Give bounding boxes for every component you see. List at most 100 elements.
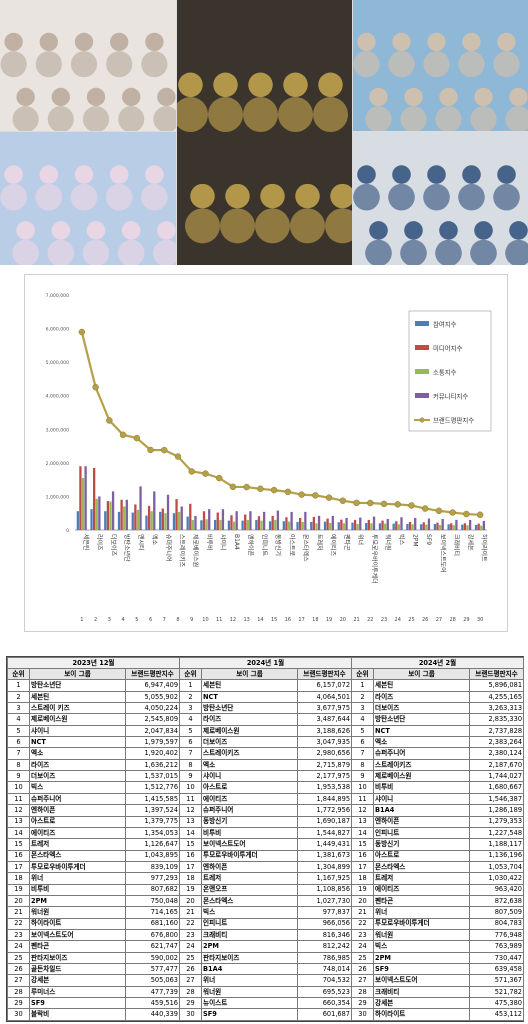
- table-row: 6 엑소 2,383,264: [351, 736, 525, 749]
- person-figure: [190, 183, 215, 209]
- table-period: 2024년 2월: [350, 656, 525, 670]
- rank-cell: 28: [179, 985, 202, 999]
- table-row: 24 2PM 812,242: [179, 940, 353, 953]
- ranking-table: 2024년 1월 순위 보이 그룹 브랜드평판지수 1 세븐틴 6,157,072 2 NCT 4…: [178, 656, 353, 1021]
- group-label: 스트레이키즈: [178, 534, 186, 568]
- bar-커뮤니티지수: [98, 496, 101, 530]
- person-figure: [369, 87, 388, 107]
- bar-커뮤니티지수: [455, 519, 458, 530]
- bar-참여지수: [255, 519, 258, 530]
- group-name-cell: 펜타곤: [29, 940, 126, 953]
- bar-미디어지수: [395, 521, 398, 530]
- rank-cell: 26: [351, 962, 374, 976]
- group-name-cell: 골든차일드: [29, 962, 126, 976]
- score-cell: 2,187,670: [468, 758, 525, 772]
- bar-미디어지수: [312, 516, 316, 530]
- group-name-cell: 엔하이픈: [373, 815, 470, 828]
- bar-참여지수: [172, 513, 176, 530]
- group-name-cell: 방탄소년단: [29, 679, 126, 692]
- x-tick-label: 12: [230, 617, 236, 623]
- table-row: 30 블락비 440,339: [7, 1008, 181, 1021]
- person-figure: [157, 87, 176, 107]
- bar-소통지수: [397, 524, 401, 530]
- bar-커뮤니티지수: [235, 511, 238, 530]
- table-row: 11 샤이니 1,546,387: [351, 792, 525, 806]
- bar-미디어지수: [134, 504, 137, 530]
- person-figure: [118, 106, 145, 131]
- group-label: 인피니트: [260, 534, 268, 557]
- score-cell: 812,242: [296, 940, 353, 953]
- x-tick-label: 8: [176, 617, 179, 623]
- bar-참여지수: [474, 524, 478, 530]
- person-figure: [365, 239, 392, 265]
- person-figure: [493, 183, 520, 211]
- group-name-cell: 크래비티: [201, 928, 298, 942]
- table-row: 17 투모로우바이투게더 839,109: [7, 860, 181, 874]
- rank-cell: 24: [351, 940, 374, 953]
- score-cell: 639,458: [468, 962, 525, 976]
- bar-참여지수: [131, 512, 134, 530]
- bar-미디어지수: [93, 467, 96, 530]
- rank-cell: 1: [351, 679, 374, 692]
- person-figure: [313, 97, 348, 133]
- point-브랜드평판지수: [106, 417, 113, 424]
- group-name-cell: 워너원: [201, 985, 298, 999]
- person-figure: [357, 32, 376, 52]
- rank-cell: 19: [179, 883, 202, 896]
- group-name-cell: 더보이즈: [29, 770, 126, 783]
- person-figure: [248, 72, 273, 98]
- table-row: 16 투모로우바이투게더 1,381,673: [179, 849, 353, 862]
- bar-미디어지수: [244, 514, 247, 530]
- person-figure: [427, 32, 446, 52]
- group-name-cell: 에이티즈: [201, 792, 298, 806]
- x-tick-label: 24: [395, 617, 401, 623]
- rank-cell: 16: [179, 849, 202, 862]
- score-cell: 1,636,212: [124, 758, 181, 772]
- table-row: 10 빅스 1,512,776: [7, 781, 181, 794]
- rank-cell: 28: [351, 985, 374, 999]
- group-label: 몬스타엑스: [302, 534, 310, 562]
- group-name-cell: 엔하이픈: [29, 804, 126, 817]
- group-name-cell: 빅스: [373, 940, 470, 953]
- score-cell: 1,286,189: [468, 804, 525, 817]
- score-cell: 577,477: [124, 962, 181, 976]
- group-name-cell: 방탄소년단: [373, 713, 470, 726]
- group-label: 2PM: [411, 534, 418, 547]
- person-figure: [12, 106, 39, 131]
- score-cell: 1,979,597: [124, 736, 181, 749]
- legend-label: 참여지수: [433, 320, 457, 329]
- point-브랜드평판지수: [380, 500, 388, 508]
- group-name-cell: 에이티즈: [373, 883, 470, 896]
- group-label: 트레저: [315, 534, 323, 551]
- legend-swatch: [415, 345, 429, 350]
- table-row: 26 B1A4 748,014: [179, 962, 353, 976]
- bar-커뮤니티지수: [111, 491, 115, 530]
- point-브랜드평판지수: [435, 507, 443, 515]
- group-name-cell: 스트레이키즈: [201, 747, 298, 760]
- rank-cell: 23: [179, 928, 202, 942]
- rank-cell: 17: [351, 860, 374, 874]
- person-figure: [392, 32, 411, 52]
- table-row: 11 슈퍼주니어 1,415,585: [7, 792, 181, 806]
- person-figure: [497, 32, 516, 52]
- point-브랜드평판지수: [161, 446, 168, 454]
- x-tick-label: 5: [135, 617, 138, 623]
- score-cell: 505,063: [124, 974, 181, 987]
- rank-cell: 10: [179, 781, 202, 794]
- bar-미디어지수: [189, 503, 192, 530]
- table-row: 9 샤이니 2,177,975: [179, 770, 353, 783]
- table-row: 27 위너 704,532: [179, 974, 353, 987]
- table-row: 14 인피니트 1,227,548: [351, 826, 525, 840]
- point-브랜드평판지수: [78, 328, 86, 336]
- table-row: 22 하이라이트 681,160: [7, 917, 181, 930]
- bar-소통지수: [95, 498, 98, 530]
- rank-cell: 11: [7, 792, 30, 806]
- person-figure: [388, 183, 415, 211]
- rank-cell: 3: [7, 702, 30, 715]
- group-name-cell: 펜타곤: [373, 894, 470, 908]
- person-figure: [474, 221, 493, 240]
- group-name-cell: 투모로우바이투게더: [29, 860, 126, 874]
- group-name-cell: 몬스타엑스: [373, 860, 470, 874]
- bar-참여지수: [200, 520, 203, 530]
- score-cell: 963,420: [468, 883, 525, 896]
